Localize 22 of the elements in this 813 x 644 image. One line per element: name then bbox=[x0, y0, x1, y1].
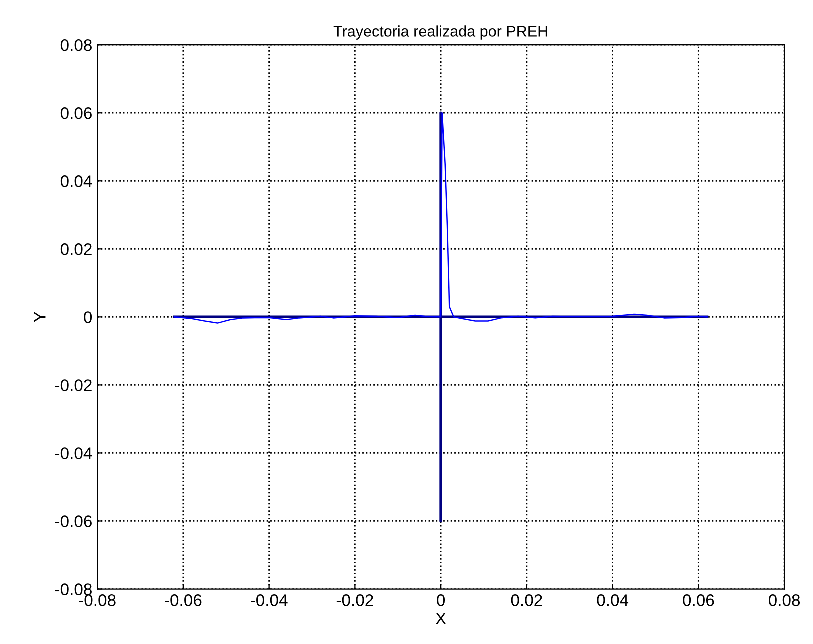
y-tick-label: 0.02 bbox=[60, 244, 92, 256]
x-axis-title: X bbox=[436, 613, 446, 625]
x-tick-label: -0.06 bbox=[165, 594, 202, 606]
y-axis-title: Y bbox=[34, 312, 46, 322]
x-tick-label: 0.08 bbox=[768, 594, 800, 606]
y-tick-label: -0.08 bbox=[55, 584, 92, 596]
y-tick-label: 0.04 bbox=[60, 176, 92, 188]
x-tick-label: -0.02 bbox=[336, 594, 374, 606]
y-tick-label: 0 bbox=[84, 312, 92, 324]
y-tick-label: 0.08 bbox=[60, 39, 92, 52]
y-tick-label: 0.06 bbox=[60, 108, 92, 120]
x-tick-label: -0.04 bbox=[251, 594, 288, 606]
x-tick-label: 0 bbox=[437, 594, 446, 606]
x-tick-label: -0.08 bbox=[79, 594, 116, 606]
chart-title: Trayectoria realizada por PREH bbox=[334, 26, 548, 40]
x-tick-label: 0.02 bbox=[511, 594, 542, 606]
y-tick-label: -0.06 bbox=[55, 516, 92, 528]
x-tick-label: 0.04 bbox=[597, 594, 629, 606]
y-tick-label: -0.04 bbox=[55, 448, 92, 460]
y-tick-label: -0.02 bbox=[55, 380, 92, 392]
line-series bbox=[174, 112, 708, 324]
x-tick-label: 0.06 bbox=[683, 594, 714, 606]
